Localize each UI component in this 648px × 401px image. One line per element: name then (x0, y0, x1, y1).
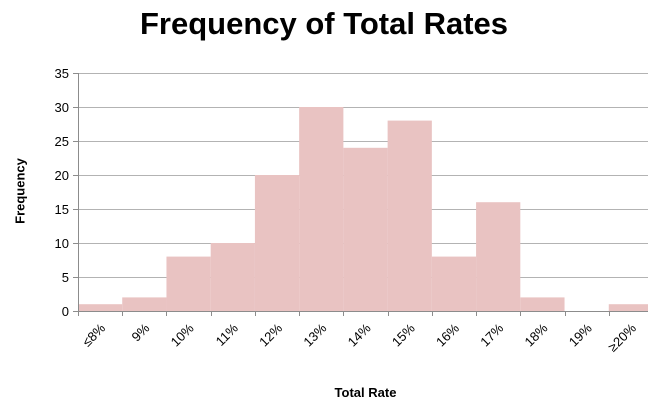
x-tick-label: 17% (477, 320, 506, 349)
histogram-bar (343, 147, 388, 311)
x-tick-label: 19% (566, 320, 595, 349)
y-tick-label: 10 (55, 236, 69, 251)
histogram-bar (122, 297, 167, 311)
histogram-bar (78, 304, 123, 311)
histogram-bar (299, 107, 344, 311)
histogram-bar (254, 175, 300, 311)
x-tick-label: 16% (433, 320, 462, 349)
x-tick-label: 14% (345, 320, 374, 349)
chart-title: Frequency of Total Rates (139, 6, 509, 41)
histogram-bar (476, 202, 521, 311)
y-tick-label: 5 (62, 270, 69, 285)
histogram-bar (387, 120, 432, 311)
y-tick-label: 15 (55, 202, 69, 217)
histogram-bar (210, 243, 255, 311)
histogram-bar (166, 256, 211, 311)
x-tick-label: 13% (300, 320, 329, 349)
histogram-bar (520, 297, 565, 311)
x-tick-label: 11% (213, 320, 242, 349)
x-tick-label: 12% (256, 320, 285, 349)
x-tick-label: ≥20% (605, 320, 639, 354)
y-tick-label: 0 (62, 304, 69, 319)
y-tick-label: 25 (55, 134, 69, 149)
histogram-bar (608, 304, 648, 311)
x-tick-label: ≤8% (79, 320, 108, 349)
x-tick-label: 9% (129, 320, 153, 344)
y-tick-label: 35 (55, 66, 69, 81)
x-axis-title: Total Rate (334, 385, 397, 400)
x-tick-label: 15% (389, 320, 418, 349)
histogram-bar (431, 256, 477, 311)
y-tick-label: 30 (55, 100, 69, 115)
x-tick-label: 18% (522, 320, 551, 349)
y-tick-label: 20 (55, 168, 69, 183)
x-tick-label: 10% (168, 320, 197, 349)
